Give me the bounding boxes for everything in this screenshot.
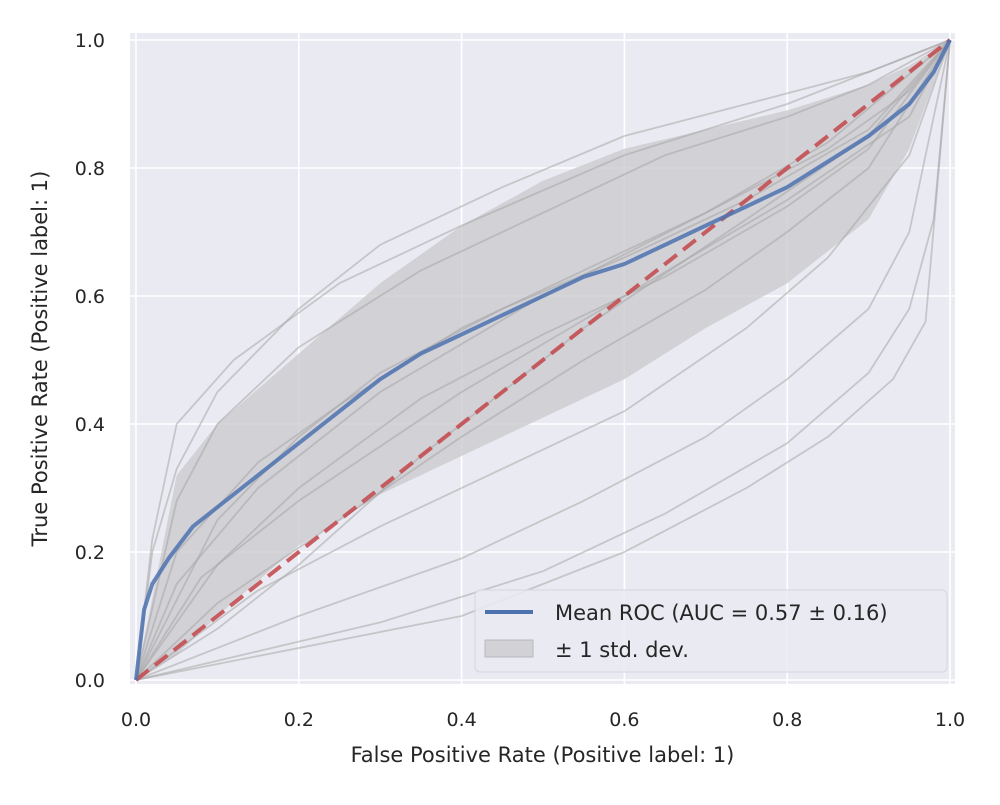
x-axis-label: False Positive Rate (Positive label: 1) xyxy=(351,743,735,767)
y-tick-label: 0.2 xyxy=(75,542,105,564)
fold-roc-line xyxy=(135,39,951,681)
fold-curves xyxy=(135,39,951,681)
y-tick-label: 0.8 xyxy=(75,158,105,180)
legend-box xyxy=(474,589,948,673)
mean-roc-line xyxy=(134,39,952,681)
legend: Mean ROC (AUC = 0.57 ± 0.16) ± 1 std. de… xyxy=(474,589,948,673)
x-tick-label: 0.0 xyxy=(121,709,151,731)
x-tick-label: 1.0 xyxy=(935,709,965,731)
x-tick-label: 0.8 xyxy=(772,709,802,731)
x-tick-label: 0.4 xyxy=(446,709,476,731)
fold-roc-line xyxy=(135,39,951,681)
fold-roc-line xyxy=(135,39,951,681)
tick-labels: 0.0 0.2 0.4 0.6 0.8 1.0 0.0 0.2 0.4 0.6 0.8 1.0 xyxy=(75,30,965,731)
fold-roc-line xyxy=(135,39,951,681)
legend-std-band-swatch xyxy=(484,639,534,658)
y-tick-label: 0.0 xyxy=(75,670,105,692)
x-tick-label: 0.2 xyxy=(284,709,314,731)
y-tick-label: 1.0 xyxy=(75,30,105,52)
fold-roc-line xyxy=(135,39,951,681)
chance-line xyxy=(134,38,952,682)
y-tick-label: 0.4 xyxy=(75,414,105,436)
fold-roc-line xyxy=(135,39,951,681)
fold-roc-line xyxy=(135,39,951,681)
legend-mean-roc-label: Mean ROC (AUC = 0.57 ± 0.16) xyxy=(555,601,888,625)
y-axis-label: True Positive Rate (Positive label: 1) xyxy=(28,171,52,548)
fold-roc-line xyxy=(135,39,951,681)
fold-roc-line xyxy=(135,39,951,681)
x-tick-label: 0.6 xyxy=(609,709,639,731)
legend-std-band-label: ± 1 std. dev. xyxy=(555,638,689,662)
series-lines xyxy=(134,38,952,682)
y-tick-label: 0.6 xyxy=(75,286,105,308)
fold-roc-line xyxy=(135,39,951,681)
